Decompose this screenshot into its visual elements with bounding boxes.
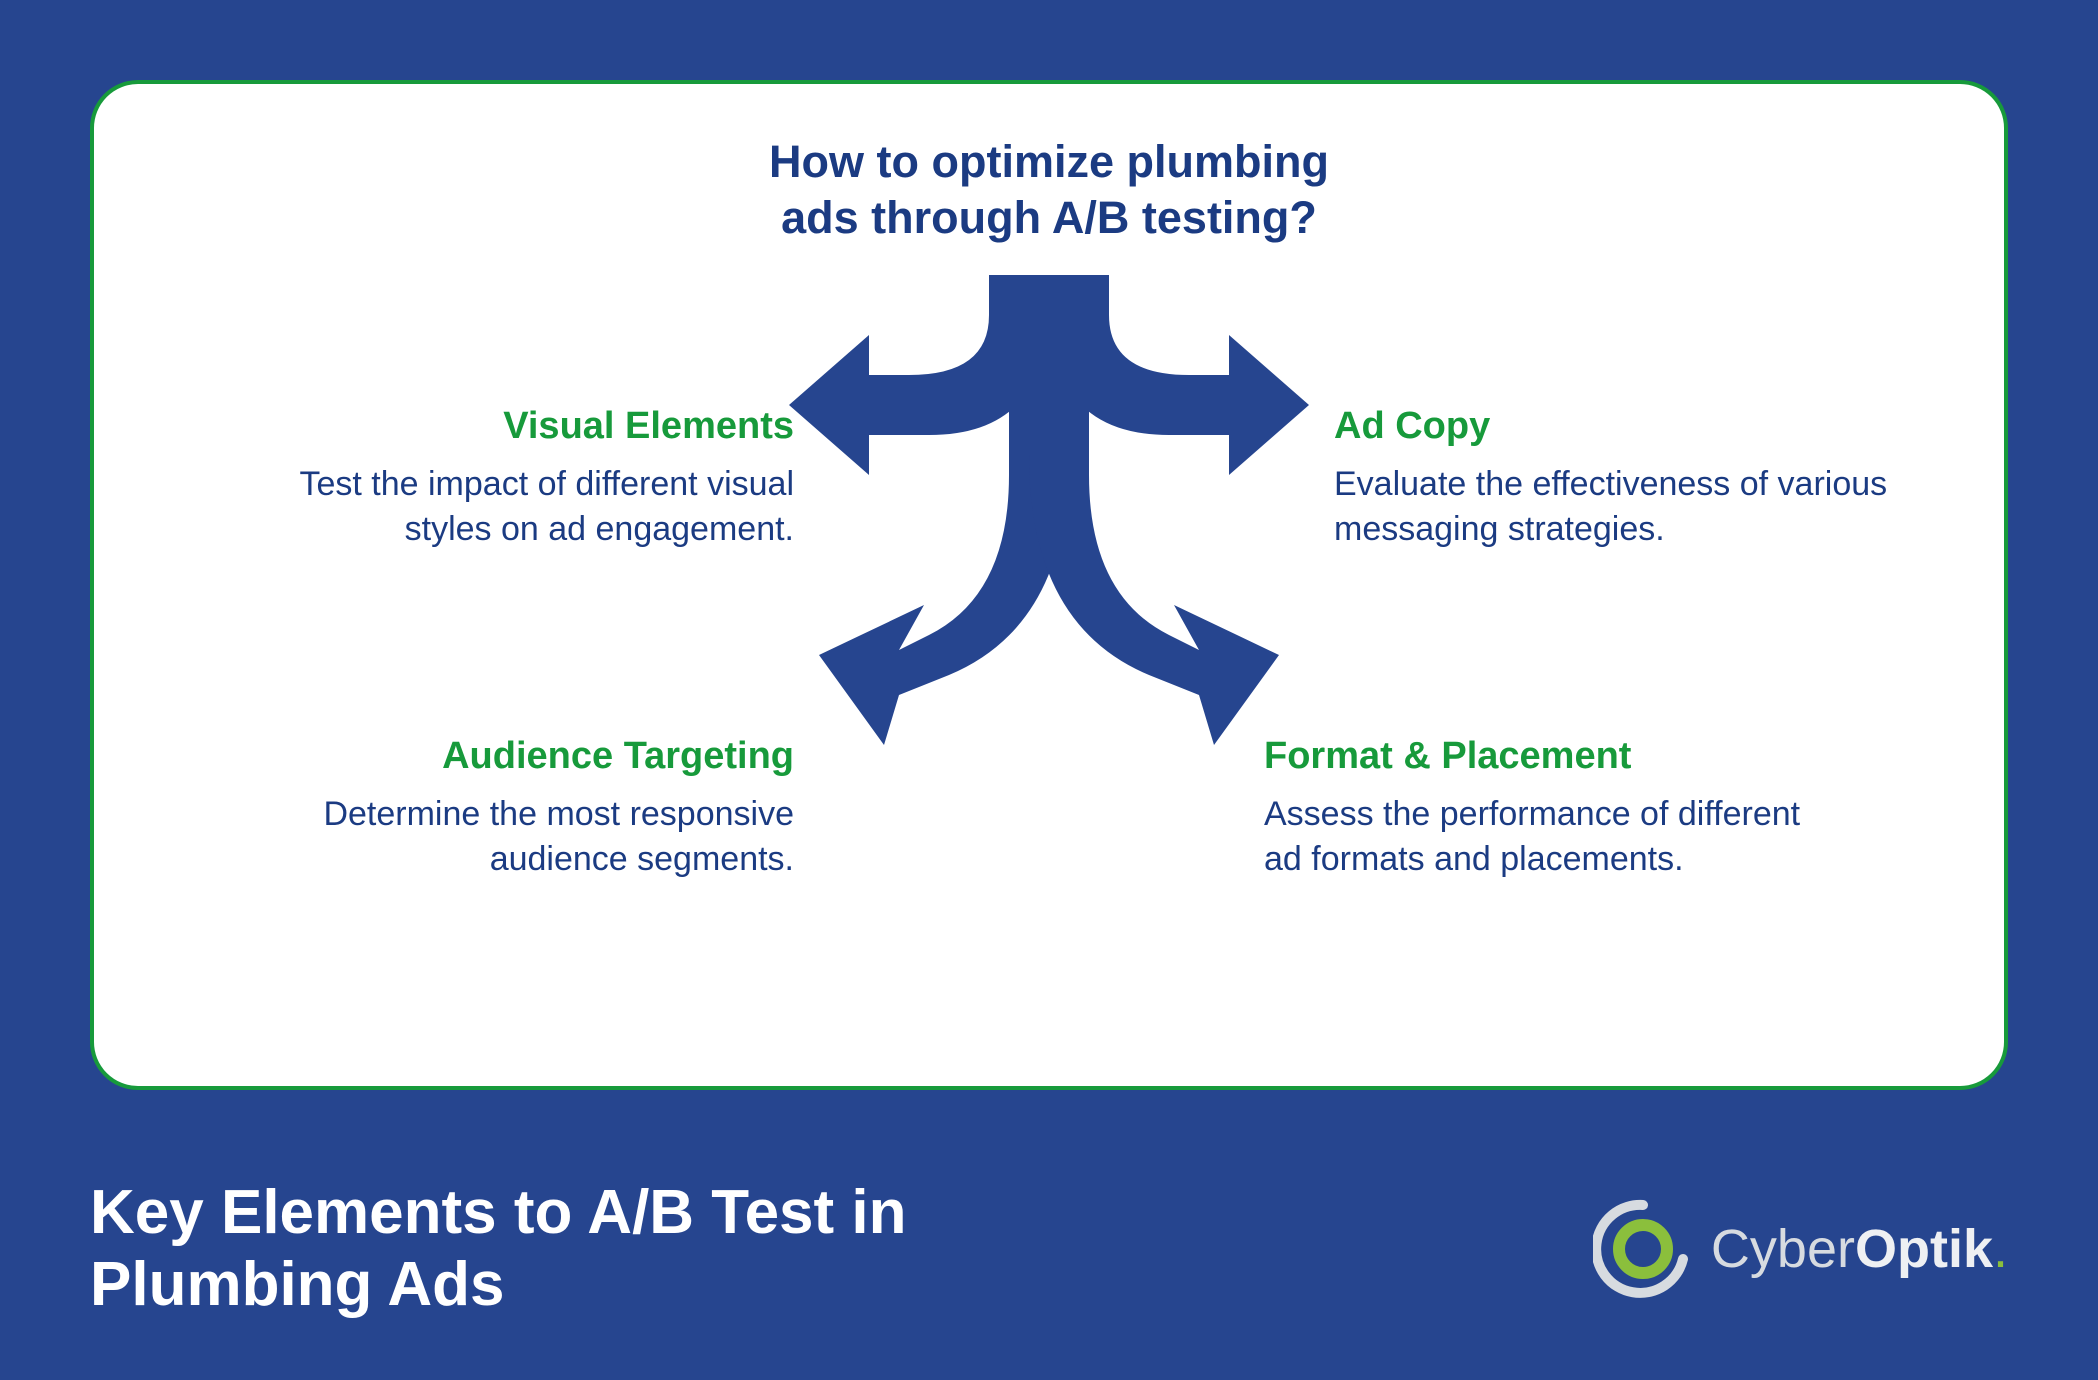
block-ad-copy: Ad Copy Evaluate the effectiveness of va…	[1334, 405, 1894, 554]
split-arrows-icon	[749, 275, 1349, 755]
block-title: Format & Placement	[1264, 735, 1824, 778]
content-card: How to optimize plumbing ads through A/B…	[90, 80, 2008, 1090]
footer-title: Key Elements to A/B Test in Plumbing Ads	[90, 1177, 1190, 1320]
card-question: How to optimize plumbing ads through A/B…	[639, 134, 1459, 247]
block-format-placement: Format & Placement Assess the performanc…	[1264, 735, 1824, 884]
logo-part-1: Cyber	[1711, 1219, 1855, 1279]
block-visual-elements: Visual Elements Test the impact of diffe…	[234, 405, 794, 554]
brand-logo: CyberOptik.	[1593, 1199, 2008, 1299]
block-title: Audience Targeting	[234, 735, 794, 778]
block-desc: Evaluate the effectiveness of various me…	[1334, 462, 1894, 554]
footer: Key Elements to A/B Test in Plumbing Ads…	[90, 1177, 2008, 1320]
block-desc: Assess the performance of different ad f…	[1264, 792, 1824, 884]
block-audience-targeting: Audience Targeting Determine the most re…	[234, 735, 794, 884]
block-desc: Test the impact of different visual styl…	[234, 462, 794, 554]
cyberoptik-logo-icon	[1593, 1199, 1693, 1299]
question-line-2: ads through A/B testing?	[781, 192, 1317, 243]
question-line-1: How to optimize plumbing	[769, 136, 1329, 187]
arrow-diagram: Visual Elements Test the impact of diffe…	[164, 275, 1934, 1055]
logo-part-2: Optik	[1855, 1219, 1993, 1279]
block-desc: Determine the most responsive audience s…	[234, 792, 794, 884]
page-root: How to optimize plumbing ads through A/B…	[0, 0, 2098, 1380]
brand-logo-text: CyberOptik.	[1711, 1218, 2008, 1280]
block-title: Ad Copy	[1334, 405, 1894, 448]
logo-dot: .	[1993, 1219, 2008, 1279]
block-title: Visual Elements	[234, 405, 794, 448]
